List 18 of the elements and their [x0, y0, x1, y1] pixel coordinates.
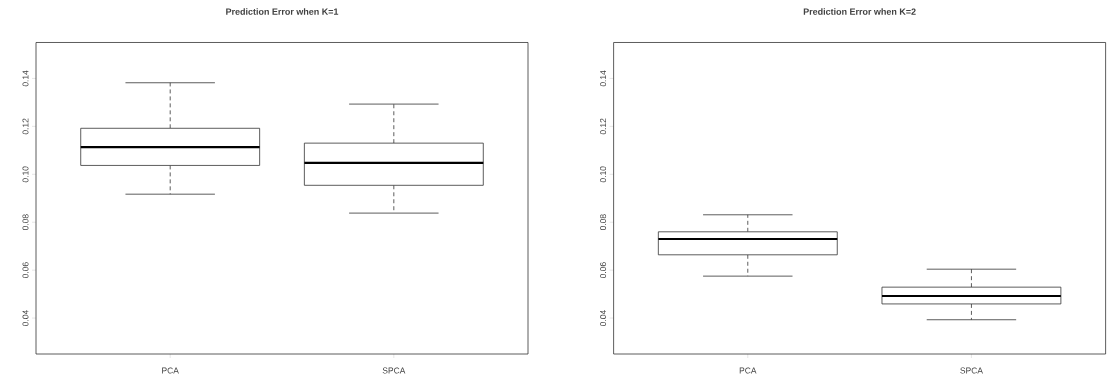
y-tick-label: 0.06 [600, 262, 607, 279]
y-tick-label: 0.08 [600, 214, 607, 231]
chart-title: Prediction Error when K=2 [803, 8, 916, 15]
y-tick-label: 0.06 [22, 262, 29, 279]
y-tick-label: 0.12 [22, 118, 29, 135]
y-tick-label: 0.04 [22, 310, 29, 326]
x-tick-label: SPCA [960, 367, 983, 374]
x-tick-label: PCA [739, 367, 757, 374]
y-tick-label: 0.14 [22, 70, 29, 87]
x-tick-label: SPCA [382, 367, 406, 374]
y-tick-label: 0.10 [600, 166, 607, 183]
y-tick-label: 0.08 [22, 214, 29, 231]
chart-title: Prediction Error when K=1 [226, 8, 339, 15]
x-tick-label: PCA [162, 367, 179, 374]
y-tick-label: 0.10 [22, 166, 29, 183]
y-tick-label: 0.04 [600, 310, 607, 326]
y-tick-label: 0.12 [600, 118, 607, 135]
y-tick-label: 0.14 [600, 70, 607, 87]
